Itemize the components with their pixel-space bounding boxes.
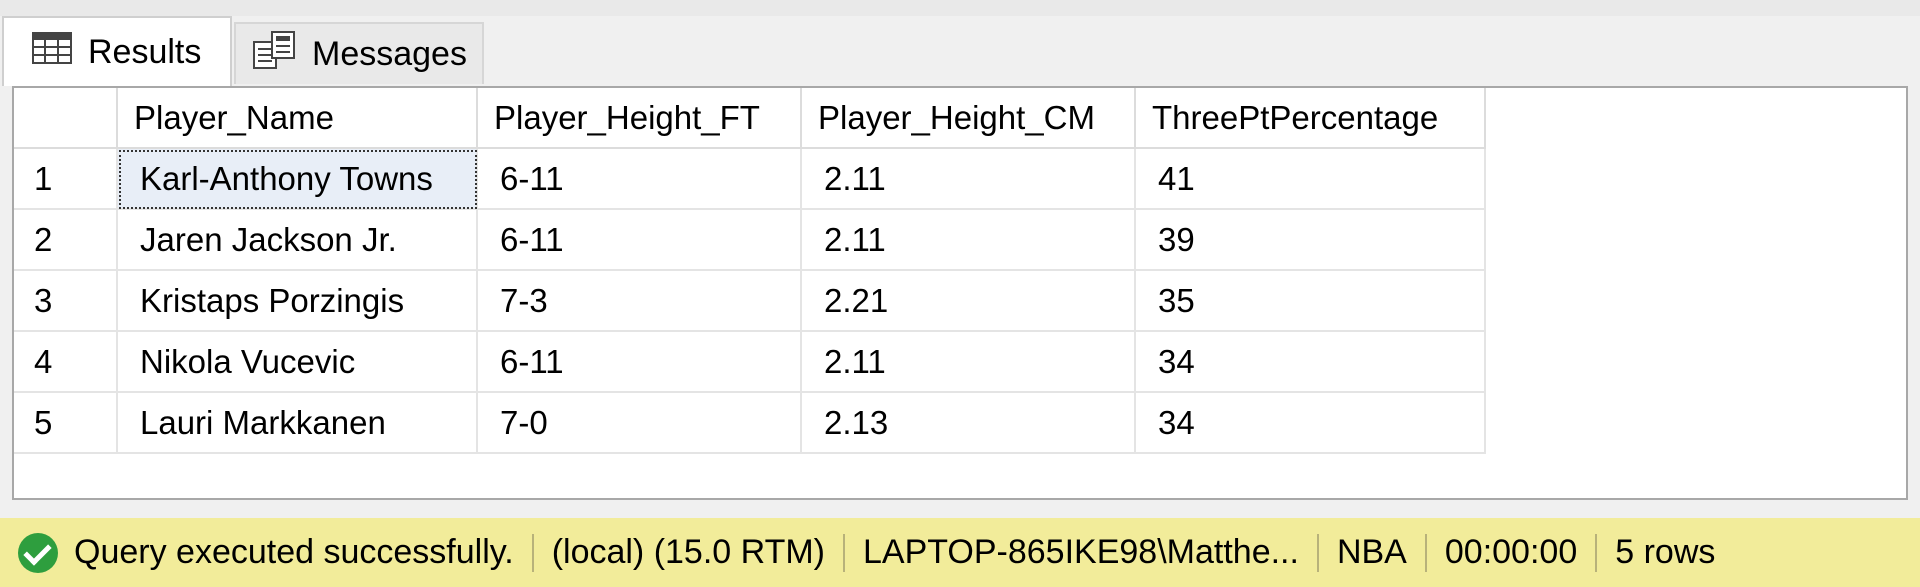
top-strip — [0, 0, 1920, 16]
selected-cell[interactable]: Karl-Anthony Towns — [118, 149, 478, 210]
status-database: NBA — [1336, 533, 1407, 571]
table-cell[interactable]: 39 — [1136, 210, 1486, 271]
table-cell[interactable]: 34 — [1136, 332, 1486, 393]
table-cell[interactable]: 7-3 — [478, 271, 802, 332]
table-cell[interactable]: 2.11 — [802, 332, 1136, 393]
table-cell[interactable]: 2.13 — [802, 393, 1136, 454]
tab-results[interactable]: Results — [2, 16, 232, 86]
status-bar: Query executed successfully. (local) (15… — [0, 518, 1920, 587]
column-header-three-pt-percentage[interactable]: ThreePtPercentage — [1136, 88, 1486, 149]
status-server: (local) (15.0 RTM) — [551, 533, 825, 571]
table-cell[interactable]: Nikola Vucevic — [118, 332, 478, 393]
table-row[interactable]: 5 Lauri Markkanen 7-0 2.13 34 — [14, 393, 1486, 454]
table-cell[interactable]: Lauri Markkanen — [118, 393, 478, 454]
status-separator — [1424, 533, 1427, 572]
status-separator — [531, 533, 534, 572]
table-row[interactable]: 4 Nikola Vucevic 6-11 2.11 34 — [14, 332, 1486, 393]
row-number[interactable]: 1 — [14, 149, 118, 210]
tab-messages-label: Messages — [312, 34, 467, 73]
table-cell[interactable]: Jaren Jackson Jr. — [118, 210, 478, 271]
table-row[interactable]: 1 Karl-Anthony Towns 6-11 2.11 41 — [14, 149, 1486, 210]
status-message-segment: Query executed successfully. — [0, 518, 532, 587]
results-tab-bar: Results Messages — [0, 0, 1920, 86]
tab-messages[interactable]: Messages — [234, 22, 484, 84]
table-cell[interactable]: 6-11 — [478, 210, 802, 271]
row-number[interactable]: 4 — [14, 332, 118, 393]
status-row-count: 5 rows — [1615, 533, 1716, 571]
table-cell[interactable]: 2.11 — [802, 210, 1136, 271]
status-user: LAPTOP-865IKE98\Matthe... — [863, 533, 1299, 571]
table-cell[interactable]: 7-0 — [478, 393, 802, 454]
column-header-player-height-cm[interactable]: Player_Height_CM — [802, 88, 1136, 149]
success-check-icon — [18, 532, 58, 573]
column-header-player-name[interactable]: Player_Name — [118, 88, 478, 149]
tab-results-label: Results — [88, 32, 202, 71]
row-number[interactable]: 3 — [14, 271, 118, 332]
grid-icon — [32, 31, 72, 73]
row-number[interactable]: 2 — [14, 210, 118, 271]
table-cell[interactable]: 6-11 — [478, 332, 802, 393]
table-row[interactable]: 3 Kristaps Porzingis 7-3 2.21 35 — [14, 271, 1486, 332]
row-number-header[interactable] — [14, 88, 118, 149]
row-number[interactable]: 5 — [14, 393, 118, 454]
messages-icon — [252, 30, 296, 79]
status-message: Query executed successfully. — [74, 533, 514, 571]
column-header-player-height-ft[interactable]: Player_Height_FT — [478, 88, 802, 149]
table-cell[interactable]: 41 — [1136, 149, 1486, 210]
table-row[interactable]: 2 Jaren Jackson Jr. 6-11 2.11 39 — [14, 210, 1486, 271]
table-cell[interactable]: 6-11 — [478, 149, 802, 210]
status-separator — [1595, 533, 1598, 572]
status-separator — [1316, 533, 1319, 572]
table-cell[interactable]: 34 — [1136, 393, 1486, 454]
results-grid-pane[interactable]: Player_Name Player_Height_FT Player_Heig… — [12, 86, 1908, 500]
status-separator — [843, 533, 845, 572]
table-cell[interactable]: 2.11 — [802, 149, 1136, 210]
table-cell[interactable]: 35 — [1136, 271, 1486, 332]
table-cell[interactable]: 2.21 — [802, 271, 1136, 332]
grid-header-row: Player_Name Player_Height_FT Player_Heig… — [14, 88, 1486, 149]
table-cell[interactable]: Kristaps Porzingis — [118, 271, 478, 332]
status-elapsed-time: 00:00:00 — [1444, 533, 1578, 571]
